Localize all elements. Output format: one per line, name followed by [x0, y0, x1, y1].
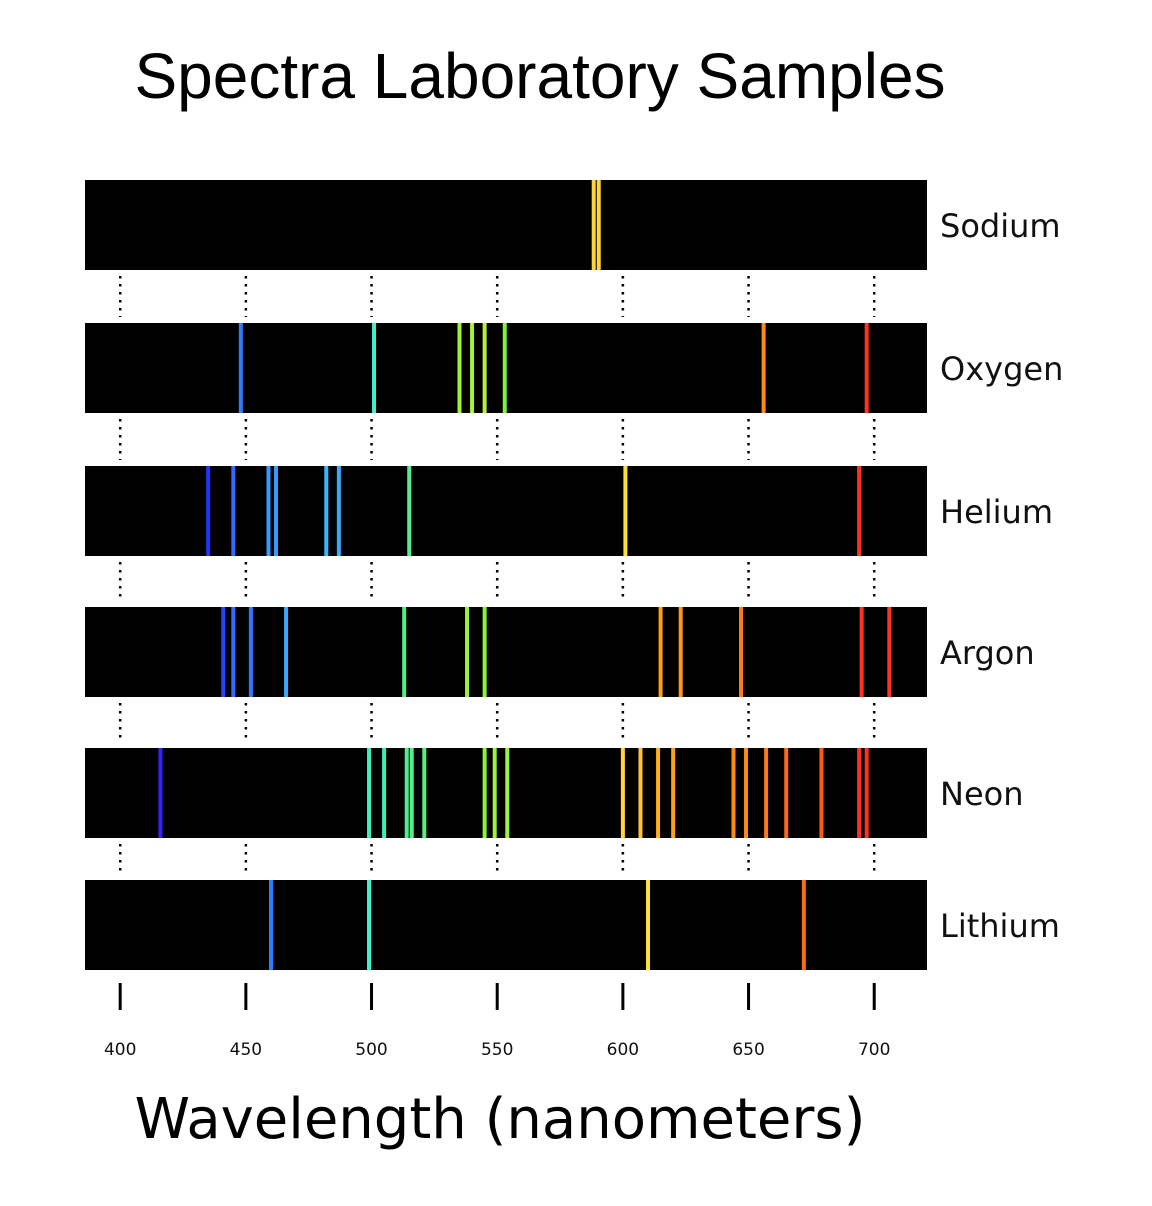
emission-line-helium-459: [266, 466, 271, 556]
spectrum-label-argon: Argon: [940, 634, 1035, 672]
spectrum-sodium: Sodium: [85, 180, 1061, 270]
x-tick-label-400: 400: [104, 1040, 136, 1060]
emission-line-neon-416: [158, 748, 163, 838]
spectrum-neon: Neon: [85, 748, 1023, 838]
emission-line-neon-697: [864, 748, 869, 838]
spectra-bands: Sodium Oxygen Helium Argon Neon Lithium: [85, 180, 1063, 970]
x-axis: 400 450 500 550 600 650 700: [104, 983, 890, 1060]
dotted-guides: [118, 276, 876, 874]
emission-line-oxygen-545: [482, 323, 487, 413]
emission-line-helium-482: [324, 466, 329, 556]
spectrum-label-lithium: Lithium: [940, 907, 1060, 945]
x-tick-label-550: 550: [481, 1040, 513, 1060]
spectrum-label-oxygen: Oxygen: [940, 350, 1063, 388]
emission-line-oxygen-448: [238, 323, 243, 413]
emission-line-lithium-672: [801, 880, 806, 970]
emission-line-helium-445: [231, 466, 236, 556]
emission-line-argon-466: [284, 607, 289, 697]
x-axis-title: Wavelength (nanometers): [135, 1087, 866, 1152]
emission-line-oxygen-697: [864, 323, 869, 413]
spectrum-argon: Argon: [85, 607, 1035, 697]
emission-line-neon-614: [656, 748, 661, 838]
emission-line-neon-644: [731, 748, 736, 838]
spectrum-band-helium: [85, 466, 927, 556]
emission-line-neon-620: [671, 748, 676, 838]
emission-line-argon-647: [739, 607, 744, 697]
chart-title: Spectra Laboratory Samples: [134, 40, 945, 112]
emission-line-helium-435: [206, 466, 211, 556]
emission-line-argon-615: [658, 607, 663, 697]
emission-line-neon-514: [404, 748, 409, 838]
emission-line-argon-513: [402, 607, 407, 697]
emission-line-oxygen-535: [457, 323, 462, 413]
emission-line-oxygen-553: [502, 323, 507, 413]
emission-line-argon-441: [221, 607, 226, 697]
emission-line-neon-505: [382, 748, 387, 838]
emission-line-neon-665: [784, 748, 789, 838]
spectrum-helium: Helium: [85, 466, 1053, 556]
emission-line-helium-601: [623, 466, 628, 556]
emission-line-neon-679: [819, 748, 824, 838]
emission-line-sodium-590.4: [596, 180, 601, 270]
spectrum-band-sodium: [85, 180, 927, 270]
emission-line-lithium-499: [367, 880, 372, 970]
emission-line-argon-695: [859, 607, 864, 697]
emission-line-argon-545: [482, 607, 487, 697]
spectrum-band-lithium: [85, 880, 927, 970]
emission-line-neon-545: [482, 748, 487, 838]
spectrum-label-sodium: Sodium: [940, 207, 1061, 245]
emission-line-neon-516: [409, 748, 414, 838]
emission-line-helium-462: [274, 466, 279, 556]
emission-line-argon-452: [248, 607, 253, 697]
spectrum-label-neon: Neon: [940, 775, 1023, 813]
emission-line-neon-554: [505, 748, 510, 838]
emission-line-helium-515: [407, 466, 412, 556]
emission-line-neon-694: [857, 748, 862, 838]
emission-line-oxygen-540: [470, 323, 475, 413]
spectrum-lithium: Lithium: [85, 880, 1060, 970]
emission-line-argon-445: [231, 607, 236, 697]
spectrum-oxygen: Oxygen: [85, 323, 1063, 413]
emission-line-neon-607: [638, 748, 643, 838]
emission-line-lithium-460: [268, 880, 273, 970]
emission-line-neon-657: [764, 748, 769, 838]
emission-line-oxygen-501: [372, 323, 377, 413]
spectrum-label-helium: Helium: [940, 493, 1053, 531]
emission-line-helium-694: [857, 466, 862, 556]
emission-line-argon-538: [465, 607, 470, 697]
emission-line-helium-487: [336, 466, 341, 556]
emission-line-neon-521: [422, 748, 427, 838]
emission-line-oxygen-656: [761, 323, 766, 413]
emission-line-sodium-588.4: [591, 180, 596, 270]
emission-line-neon-600: [620, 748, 625, 838]
spectrum-band-argon: [85, 607, 927, 697]
x-tick-label-450: 450: [230, 1040, 262, 1060]
x-tick-label-700: 700: [858, 1040, 890, 1060]
x-tick-label-600: 600: [607, 1040, 639, 1060]
x-tick-label-500: 500: [355, 1040, 387, 1060]
x-tick-label-650: 650: [732, 1040, 764, 1060]
emission-line-argon-623: [678, 607, 683, 697]
emission-line-neon-499: [367, 748, 372, 838]
emission-line-neon-649: [744, 748, 749, 838]
emission-line-argon-706: [887, 607, 892, 697]
emission-line-neon-549: [492, 748, 497, 838]
emission-line-lithium-610: [646, 880, 651, 970]
